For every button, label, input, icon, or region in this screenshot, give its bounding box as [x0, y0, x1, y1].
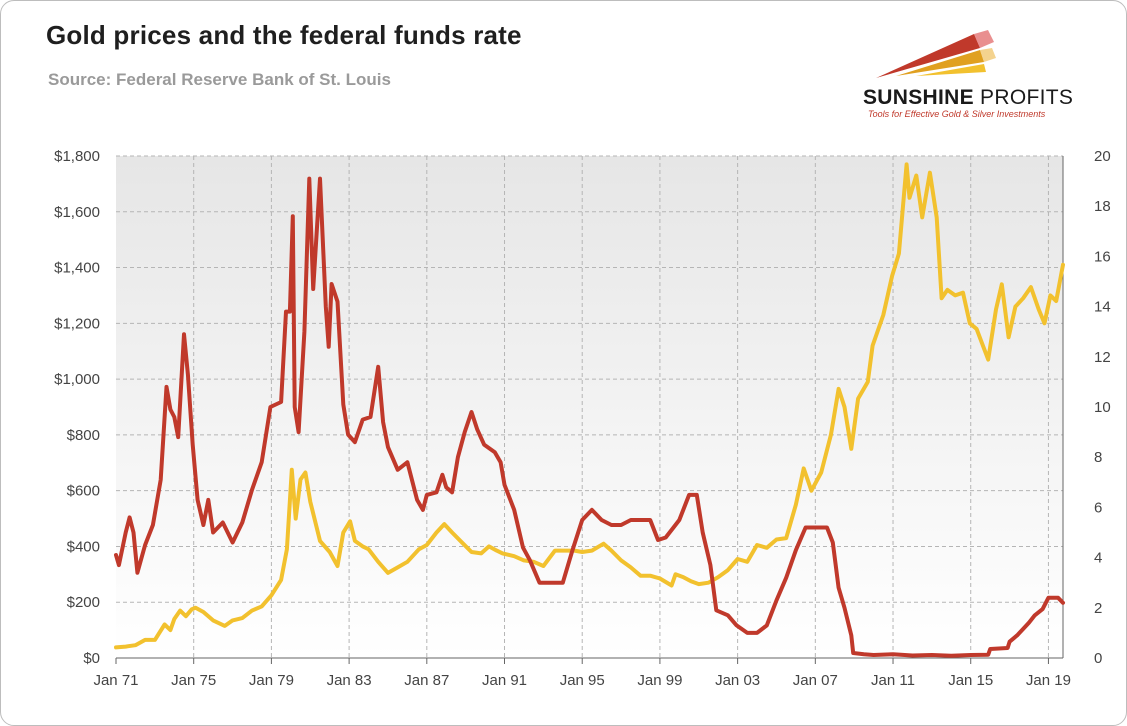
y-left-tick-label: $1,400 [54, 260, 100, 277]
tick-labels: $0 $200 $400 $600 $800 $1,000 $1,200 $1,400 $1,6… [54, 148, 1111, 689]
brand-tagline: Tools for Effective Gold & Silver Invest… [868, 109, 1046, 119]
y-left-tick-label: $400 [67, 538, 100, 555]
x-tick-label: Jan 95 [560, 672, 605, 689]
y-right-tick-label: 20 [1094, 148, 1111, 165]
chart-subtitle: Source: Federal Reserve Bank of St. Loui… [48, 70, 391, 89]
y-right-tick-label: 2 [1094, 600, 1102, 617]
brand-name: SUNSHINE PROFITS [863, 86, 1074, 109]
axes [115, 156, 1064, 664]
x-tick-label: Jan 87 [404, 672, 449, 689]
x-tick-label: Jan 03 [715, 672, 760, 689]
fed_funds-series-line [114, 176, 1065, 658]
x-tick-label: Jan 19 [1026, 672, 1071, 689]
grid-lines [116, 155, 1063, 658]
x-tick-label: Jan 79 [249, 672, 294, 689]
x-tick-label: Jan 71 [93, 672, 138, 689]
y-left-tick-label: $600 [67, 483, 100, 500]
y-right-tick-label: 6 [1094, 499, 1102, 516]
y-right-tick-label: 18 [1094, 198, 1111, 215]
plot-area [116, 156, 1063, 658]
y-right-tick-label: 4 [1094, 550, 1102, 567]
y-right-tick-label: 10 [1094, 399, 1111, 416]
x-tick-label: Jan 07 [793, 672, 838, 689]
y-left-tick-label: $200 [67, 594, 100, 611]
x-tick-label: Jan 11 [871, 672, 915, 689]
x-tick-label: Jan 15 [948, 672, 993, 689]
x-tick-label: Jan 75 [171, 672, 216, 689]
y-left-tick-label: $800 [67, 427, 100, 444]
series-group [114, 162, 1065, 658]
y-left-tick-label: $1,200 [54, 315, 100, 332]
x-tick-label: Jan 99 [637, 672, 682, 689]
y-left-tick-label: $1,600 [54, 204, 100, 221]
x-tick-label: Jan 83 [327, 672, 372, 689]
y-left-tick-label: $0 [83, 650, 100, 667]
y-right-tick-label: 12 [1094, 349, 1111, 366]
y-left-tick-label: $1,000 [54, 371, 100, 388]
gold-series-line [114, 162, 1065, 650]
y-left-tick-label: $1,800 [54, 148, 100, 165]
x-tick-label: Jan 91 [482, 672, 527, 689]
y-right-tick-label: 14 [1094, 299, 1111, 316]
chart-title: Gold prices and the federal funds rate [46, 20, 522, 50]
y-right-tick-label: 16 [1094, 248, 1111, 265]
y-right-tick-label: 8 [1094, 449, 1102, 466]
sunshine-profits-logo-icon [876, 30, 996, 78]
y-right-tick-label: 0 [1094, 650, 1102, 667]
